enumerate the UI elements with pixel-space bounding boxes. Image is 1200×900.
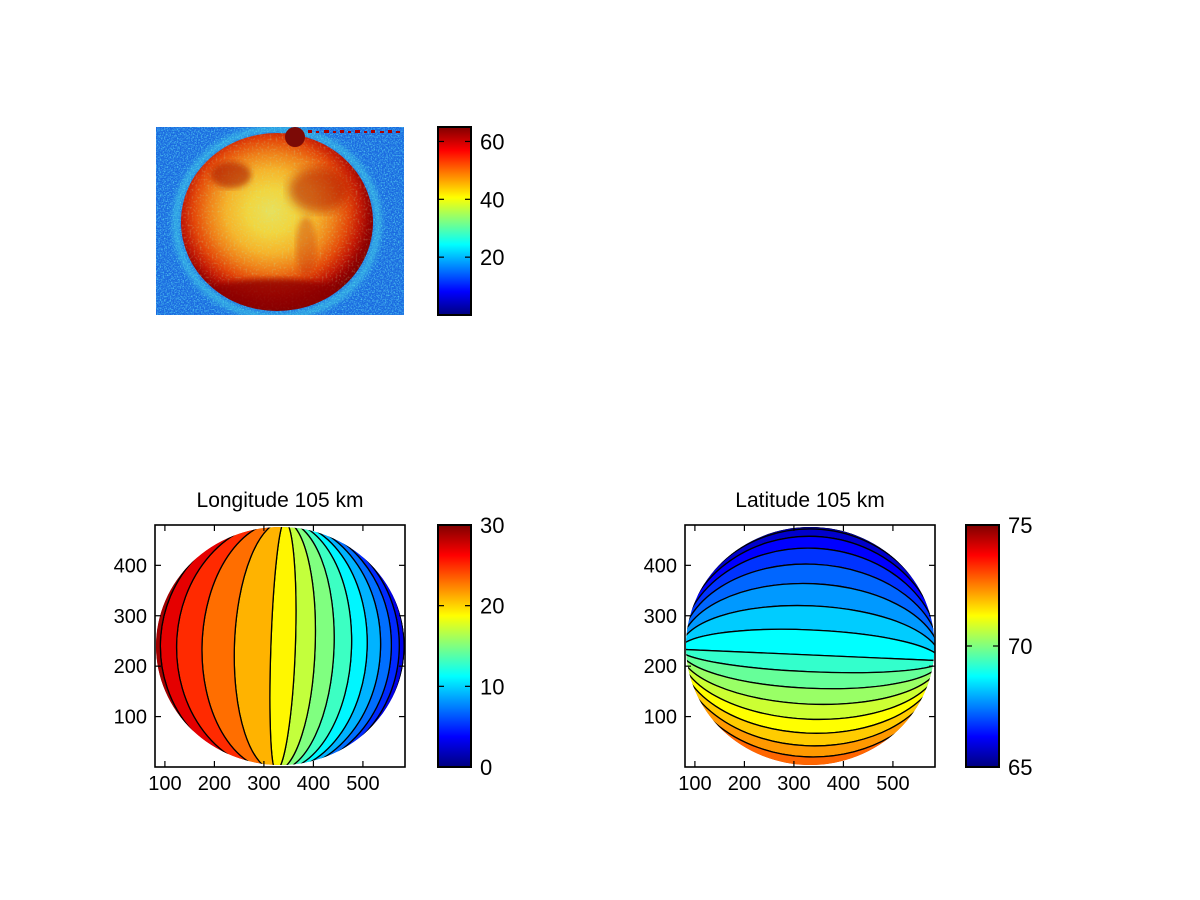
x-tick-label: 300 — [247, 773, 280, 795]
x-tick-label: 200 — [198, 773, 231, 795]
latitude-contour-plot: 100 200 300 400 500 100 200 300 400 — [644, 524, 936, 795]
y-tick-label: 100 — [644, 707, 677, 729]
y-tick-label: 300 — [644, 606, 677, 628]
dark-spot — [285, 127, 305, 147]
planet-image-panel — [156, 125, 404, 321]
colorbar-tick-label: 20 — [480, 245, 504, 270]
disk-texture-group — [181, 133, 373, 311]
colorbar-tick-label: 20 — [480, 594, 504, 619]
contour-disk — [155, 527, 405, 765]
x-tick-label: 400 — [827, 773, 860, 795]
colorbar-tick-label: 40 — [480, 187, 504, 212]
y-tick-label: 200 — [114, 656, 147, 678]
colorbar-tick-label: 10 — [480, 674, 504, 699]
x-tick-label: 100 — [678, 773, 711, 795]
x-tick-label: 200 — [728, 773, 761, 795]
latitude-colorbar: 65 70 75 — [965, 513, 1032, 780]
colorbar-gradient — [437, 524, 472, 768]
red-speckle-row — [308, 130, 400, 133]
y-tick-label: 300 — [114, 606, 147, 628]
longitude-plot-title: Longitude 105 km — [196, 489, 364, 512]
colorbar-tick-label: 30 — [480, 513, 504, 538]
y-tick-label: 100 — [114, 707, 147, 729]
colorbar-tick-label: 0 — [480, 755, 492, 780]
latitude-plot-title: Latitude 105 km — [735, 489, 885, 512]
colorbar-gradient — [437, 126, 472, 316]
planet-image — [156, 125, 404, 321]
y-tick-label: 400 — [114, 555, 147, 577]
y-tick-label: 200 — [644, 656, 677, 678]
x-tick-label: 500 — [346, 773, 379, 795]
colorbar-tick-label: 70 — [1008, 634, 1032, 659]
colorbar-tick-label: 75 — [1008, 513, 1032, 538]
x-tick-label: 500 — [876, 773, 909, 795]
y-tick-label: 400 — [644, 555, 677, 577]
contour-bands — [685, 527, 935, 765]
longitude-contour-plot: 100 200 300 400 500 100 200 300 400 — [114, 524, 406, 795]
x-tick-label: 100 — [148, 773, 181, 795]
x-tick-label: 300 — [777, 773, 810, 795]
contour-disk — [685, 527, 935, 765]
colorbar-tick-label: 60 — [480, 129, 504, 154]
longitude-colorbar: 0 10 20 30 — [437, 513, 504, 780]
image-colorbar: 20 40 60 — [437, 126, 504, 316]
axes-frame — [684, 524, 936, 768]
colorbar-tick-label: 65 — [1008, 755, 1032, 780]
x-tick-label: 400 — [297, 773, 330, 795]
axes-frame — [154, 524, 406, 768]
contour-bands — [155, 527, 405, 765]
